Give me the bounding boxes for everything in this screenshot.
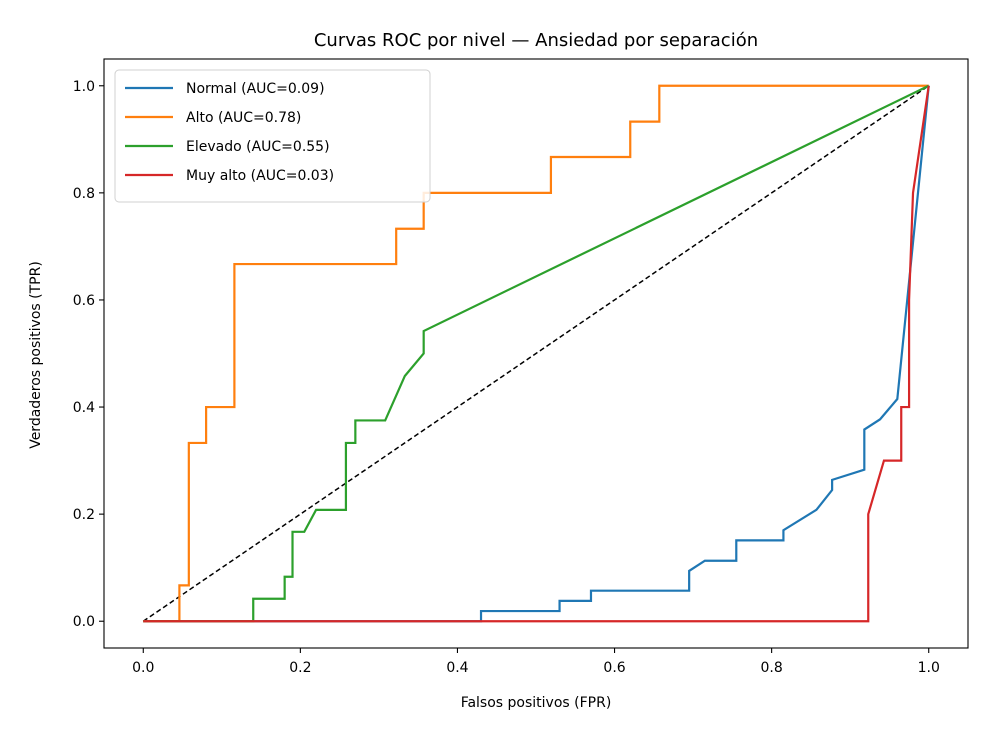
x-tick-label-1: 0.2 [289, 660, 311, 676]
series-line-1 [143, 84, 929, 623]
x-tick-label-0: 0.0 [132, 660, 154, 676]
series-line-2 [143, 84, 930, 623]
x-tick-label-3: 0.6 [603, 660, 625, 676]
legend-label-3: Muy alto (AUC=0.03) [186, 168, 334, 184]
diagonal-reference-line [142, 85, 930, 622]
legend-label-1: Alto (AUC=0.78) [186, 110, 301, 126]
x-tick-label-2: 0.4 [446, 660, 468, 676]
plot-area: 0.0 0.2 0.4 0.6 0.8 1.0 0.0 0.2 0.4 0.6 0.8 1.0 [73, 58, 969, 676]
y-tick-label-4: 0.8 [73, 186, 95, 202]
y-tick-label-5: 1.0 [73, 79, 95, 95]
x-tick-label-4: 0.8 [761, 660, 783, 676]
series-line-3 [143, 85, 930, 623]
legend: Normal (AUC=0.09) Alto (AUC=0.78) Elevado … [114, 69, 431, 203]
y-axis-label: Verdaderos positivos (TPR) [28, 261, 44, 449]
y-tick-label-2: 0.4 [73, 400, 95, 416]
series-line-0 [143, 85, 930, 623]
x-tick-label-5: 1.0 [918, 660, 940, 676]
legend-label-2: Elevado (AUC=0.55) [186, 139, 330, 155]
chart-title: Curvas ROC por nivel — Ansiedad por sepa… [314, 30, 758, 51]
y-tick-label-3: 0.6 [73, 293, 95, 309]
y-tick-label-0: 0.0 [73, 614, 95, 630]
x-axis-label: Falsos positivos (FPR) [461, 695, 612, 711]
legend-box [114, 69, 431, 203]
legend-label-0: Normal (AUC=0.09) [186, 81, 325, 97]
plot-frame [103, 58, 969, 649]
y-tick-label-1: 0.2 [73, 507, 95, 523]
